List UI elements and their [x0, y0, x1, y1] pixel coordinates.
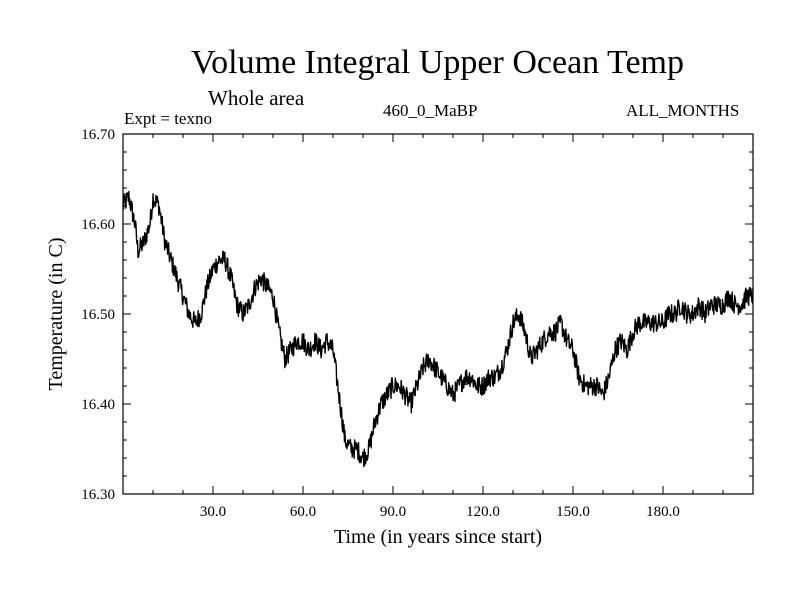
x-tick-label: 120.0 — [466, 504, 500, 520]
y-tick-label: 16.60 — [81, 217, 115, 233]
y-tick-label: 16.40 — [81, 397, 115, 413]
axis-ticks — [123, 134, 753, 494]
axis-tick-labels: 30.0 60.0 90.0 120.0 150.0 180.0 16.30 16.40 16.… — [81, 127, 680, 520]
y-tick-label: 16.70 — [81, 127, 115, 143]
period-label: ALL_MONTHS — [626, 101, 740, 120]
y-tick-label: 16.50 — [81, 307, 115, 323]
run-label: 460_0_MaBP — [383, 101, 478, 120]
x-tick-label: 90.0 — [380, 504, 406, 520]
x-tick-label: 30.0 — [200, 504, 226, 520]
x-tick-label: 150.0 — [556, 504, 590, 520]
chart-title: Volume Integral Upper Ocean Temp — [191, 44, 684, 81]
x-axis-label: Time (in years since start) — [334, 526, 542, 548]
temperature-series-line — [122, 190, 754, 468]
x-tick-label: 60.0 — [290, 504, 316, 520]
y-tick-label: 16.30 — [81, 487, 115, 503]
chart-subtitle: Whole area — [208, 86, 305, 110]
experiment-label: Expt = texno — [124, 109, 212, 128]
y-axis-label: Temperature (in C) — [45, 238, 67, 391]
x-tick-label: 180.0 — [646, 504, 680, 520]
